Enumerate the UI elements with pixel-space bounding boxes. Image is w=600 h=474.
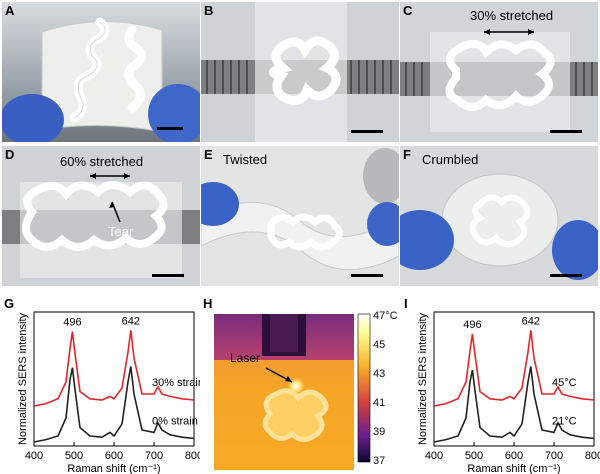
- panel-i: I 400 500 600 700 800 Raman shift (cm⁻¹) Norma…: [400, 290, 600, 474]
- colorbar-tick: 45: [373, 339, 386, 351]
- panel-label-b: B: [204, 3, 214, 18]
- x-axis-label: Raman shift (cm⁻¹): [467, 463, 560, 474]
- panel-label-e: E: [204, 147, 213, 162]
- temperature-colorbar: [357, 313, 371, 463]
- panel-label-f: F: [403, 147, 411, 162]
- thermal-image: [214, 313, 371, 470]
- panel-f-scene: [400, 173, 598, 280]
- peak-label: 642: [122, 315, 140, 327]
- colorbar-tick: 47°C: [373, 310, 398, 322]
- raman-chart-g: 400 500 600 700 800 Raman shift (cm⁻¹) Normali…: [17, 311, 200, 474]
- colorbar-tick: 41: [373, 397, 386, 409]
- panel-a-photo: A: [2, 2, 200, 142]
- y-axis-label: Normalized SERS intensity: [417, 312, 429, 445]
- series-label: 30% strain: [152, 377, 200, 389]
- panel-b-scene: [201, 2, 399, 142]
- stretch-label-d: 60% stretched: [60, 154, 144, 169]
- x-tick-label: 500: [65, 450, 83, 462]
- panel-d-photo: D 60% stretched Tear: [2, 146, 200, 286]
- peak-label: 496: [463, 319, 481, 331]
- x-tick-label: 600: [105, 450, 123, 462]
- x-tick-label: 500: [465, 450, 483, 462]
- y-axis-label: Normalized SERS intensity: [17, 312, 29, 445]
- panel-a-scene: [2, 17, 200, 142]
- x-tick-label: 800: [585, 450, 600, 462]
- colorbar-tick: 43: [373, 368, 386, 380]
- laser-label: Laser: [230, 351, 261, 365]
- panel-c-photo: C 30% stretched: [400, 2, 598, 142]
- tear-label: Tear: [108, 224, 134, 239]
- panel-f-photo: F Crumbled: [400, 146, 598, 286]
- stretch-label-c: 30% stretched: [470, 8, 554, 23]
- series-label: 0% strain: [152, 415, 198, 427]
- panel-e-photo: E Twisted: [201, 146, 399, 286]
- series-line: [433, 330, 595, 407]
- panel-c-scene: [400, 29, 598, 133]
- raman-chart-i: 400 500 600 700 800 Raman shift (cm⁻¹) Normali…: [417, 311, 600, 474]
- panel-g: G 400 500 600 700 800 Raman shift (cm⁻¹) Norma…: [0, 290, 200, 474]
- colorbar-tick: 37: [373, 455, 386, 467]
- x-axis-label: Raman shift (cm⁻¹): [67, 463, 160, 474]
- colorbar-tick: 39: [373, 426, 386, 438]
- x-tick-label: 600: [505, 450, 523, 462]
- series-label: 21°C: [552, 415, 577, 427]
- series-line: [33, 366, 195, 443]
- x-tick-label: 400: [25, 450, 43, 462]
- x-tick-label: 400: [425, 450, 443, 462]
- x-tick-label: 700: [545, 450, 563, 462]
- panel-h: H: [200, 290, 400, 474]
- x-tick-label: 800: [185, 450, 200, 462]
- panel-d-scene: [2, 173, 200, 278]
- peak-label: 642: [522, 315, 540, 327]
- series-label: 45°C: [552, 377, 577, 389]
- panel-label-c: C: [403, 3, 413, 18]
- panel-label-d: D: [5, 147, 15, 162]
- x-tick-label: 700: [145, 450, 163, 462]
- peak-label: 496: [63, 317, 81, 329]
- panel-label-g: G: [4, 296, 15, 311]
- panel-label-h: H: [203, 296, 213, 311]
- panel-e-scene: [201, 148, 399, 277]
- crumbled-label: Crumbled: [422, 152, 479, 167]
- panel-b-photo: B: [201, 2, 399, 142]
- panel-label-a: A: [5, 3, 15, 18]
- series-line: [33, 330, 195, 407]
- panel-label-i: I: [404, 296, 408, 311]
- series-line: [433, 366, 595, 443]
- twisted-label: Twisted: [223, 152, 268, 167]
